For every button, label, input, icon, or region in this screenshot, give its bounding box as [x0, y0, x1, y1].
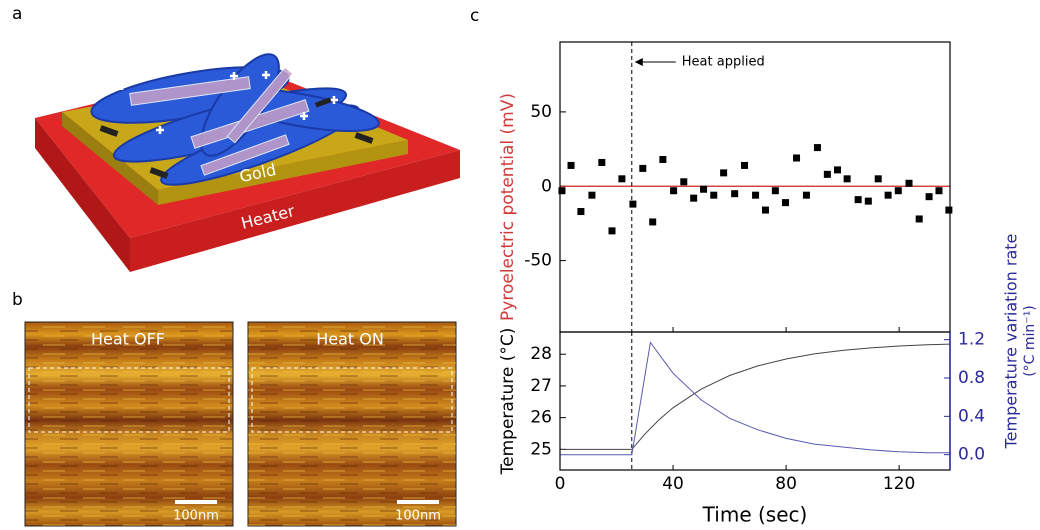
point: [894, 187, 902, 195]
point: [905, 179, 913, 187]
charts: -50 0 50 Heat applied Pyroelectric potential…: [498, 41, 1038, 527]
point: [874, 175, 882, 183]
y2-tick-label: 1.2: [958, 330, 985, 350]
point: [802, 191, 810, 199]
point: [771, 187, 779, 195]
y2-axis-label: Temperature variation rate: [1002, 234, 1021, 450]
y-tick-label: 26: [530, 408, 552, 428]
scale-bar-label: 100nm: [395, 509, 441, 524]
x-tick-label: 120: [883, 474, 915, 494]
crystals: [129, 66, 310, 176]
series-line: [560, 341, 950, 456]
scale-bar: [175, 500, 217, 504]
y-axis-label: Pyroelectric potential (mV): [498, 93, 518, 321]
point: [670, 187, 678, 195]
x-tick-label: 80: [775, 474, 797, 494]
heater-side: [35, 118, 130, 272]
x-tick-label: 0: [555, 474, 566, 494]
region-box: [251, 367, 453, 433]
region-box: [28, 367, 230, 433]
point: [884, 191, 892, 199]
point: [813, 144, 821, 152]
point: [690, 194, 698, 202]
gold-front: [158, 140, 408, 205]
y2-tick-label: 0.0: [958, 445, 985, 465]
point: [577, 208, 585, 216]
device-illustration: Gold Heater: [35, 53, 460, 272]
gold-side: [62, 112, 158, 205]
y-tick-label: 27: [530, 376, 552, 396]
point: [761, 206, 769, 214]
point: [935, 187, 943, 195]
heater-front: [130, 150, 460, 272]
electrodes: [99, 97, 374, 179]
point: [720, 169, 728, 177]
panel-label: b: [12, 290, 23, 310]
point: [843, 175, 851, 183]
scale-bar-label: 100nm: [173, 509, 219, 524]
point: [598, 158, 606, 166]
point: [629, 200, 637, 208]
point: [731, 190, 739, 198]
y-tick-label: -50: [524, 251, 552, 271]
point: [659, 155, 667, 163]
x-axis-label: Time (sec): [702, 503, 808, 527]
point: [567, 161, 575, 169]
afm-image: Heat OFF 100nm: [24, 321, 234, 527]
point: [782, 199, 790, 207]
point: [608, 227, 616, 235]
afm-texture: [25, 322, 233, 526]
charge-signs: [118, 71, 338, 134]
point: [823, 170, 831, 178]
series-line: [560, 343, 951, 450]
point: [741, 161, 749, 169]
annotation-arrowhead: [634, 58, 643, 66]
y-tick-label: 50: [530, 102, 552, 122]
y2-axis-label: (°C min⁻¹): [1022, 305, 1038, 377]
point: [700, 185, 708, 193]
point: [925, 193, 933, 201]
point: [834, 166, 842, 174]
point: [710, 191, 718, 199]
point: [639, 164, 647, 172]
image-label: Heat OFF: [91, 330, 165, 349]
y-axis-label: Temperature (°C): [498, 328, 518, 476]
y2-tick-label: 0.4: [958, 406, 985, 426]
point: [752, 191, 760, 199]
scale-bar: [397, 500, 439, 504]
point: [793, 154, 801, 162]
y2-tick-label: 0.8: [958, 368, 985, 388]
point: [915, 215, 923, 223]
point: [649, 218, 657, 226]
afm-image: Heat ON 100nm: [247, 321, 457, 527]
plot-frame: [559, 41, 951, 333]
point: [558, 187, 566, 195]
point: [854, 196, 862, 204]
point: [864, 197, 872, 205]
point: [945, 206, 953, 214]
point: [588, 191, 596, 199]
annotation: Heat applied: [682, 55, 765, 70]
image-label: Heat ON: [316, 330, 384, 349]
y-tick-label: 0: [541, 176, 552, 196]
panel-label: a: [12, 4, 22, 24]
x-tick-label: 40: [662, 474, 684, 494]
y-tick-label: 25: [530, 439, 552, 459]
point: [618, 175, 626, 183]
point: [680, 178, 688, 186]
y-tick-label: 28: [530, 344, 552, 364]
panel-label: c: [470, 6, 479, 26]
afm-texture: [248, 322, 456, 526]
